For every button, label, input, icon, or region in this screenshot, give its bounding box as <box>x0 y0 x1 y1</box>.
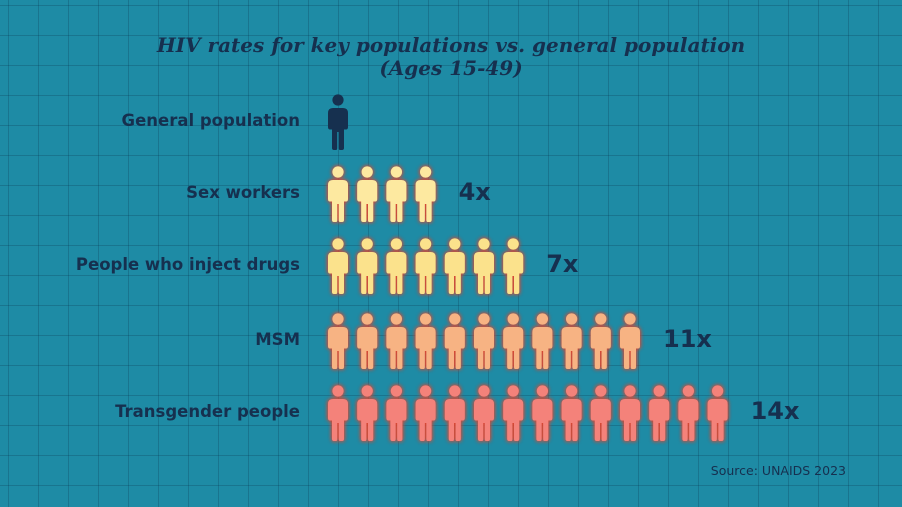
person-icon <box>386 385 407 441</box>
row-label: General population <box>121 111 300 130</box>
person-icon <box>678 385 699 441</box>
person-icon <box>503 238 524 294</box>
person-icon <box>561 385 582 441</box>
row-label: Sex workers <box>186 183 300 202</box>
person-icon <box>415 166 436 222</box>
person-icon <box>620 385 640 441</box>
multiplier-label: 14x <box>750 397 800 425</box>
multiplier-label: 11x <box>663 325 712 353</box>
person-icon <box>444 313 465 369</box>
person-icon <box>328 238 348 294</box>
person-icon <box>357 238 378 294</box>
person-icon <box>357 166 378 222</box>
person-icon <box>415 238 436 294</box>
person-icon <box>444 238 465 294</box>
person-icon <box>444 385 465 441</box>
person-icons <box>328 94 728 441</box>
person-icon <box>649 385 670 441</box>
chart-title: HIV rates for key populations vs. genera… <box>156 33 746 57</box>
person-icon <box>503 313 524 369</box>
person-icon <box>328 385 348 441</box>
person-icon <box>532 313 553 369</box>
source-note: Source: UNAIDS 2023 <box>710 463 846 478</box>
person-icon <box>386 166 407 222</box>
person-icon <box>474 313 494 369</box>
person-icon <box>357 313 378 369</box>
person-icon <box>561 313 582 369</box>
person-icon <box>620 313 640 369</box>
person-icon <box>386 238 407 294</box>
person-icon <box>590 385 611 441</box>
person-icon <box>474 238 494 294</box>
person-icon <box>386 313 407 369</box>
multiplier-label: 4x <box>458 178 491 206</box>
person-icon <box>415 313 436 369</box>
person-icon <box>474 385 494 441</box>
person-icon <box>532 385 553 441</box>
person-icon <box>503 385 524 441</box>
row-label: MSM <box>255 330 300 349</box>
row-label: People who inject drugs <box>75 255 300 274</box>
row-label: Transgender people <box>115 402 300 421</box>
person-icon <box>328 94 348 150</box>
person-icon <box>328 313 348 369</box>
multiplier-label: 7x <box>546 250 579 278</box>
person-icon <box>707 385 728 441</box>
person-icon <box>415 385 436 441</box>
person-icon <box>328 166 348 222</box>
chart-subtitle: (Ages 15-49) <box>379 56 523 80</box>
person-icon <box>590 313 611 369</box>
person-icon <box>357 385 378 441</box>
